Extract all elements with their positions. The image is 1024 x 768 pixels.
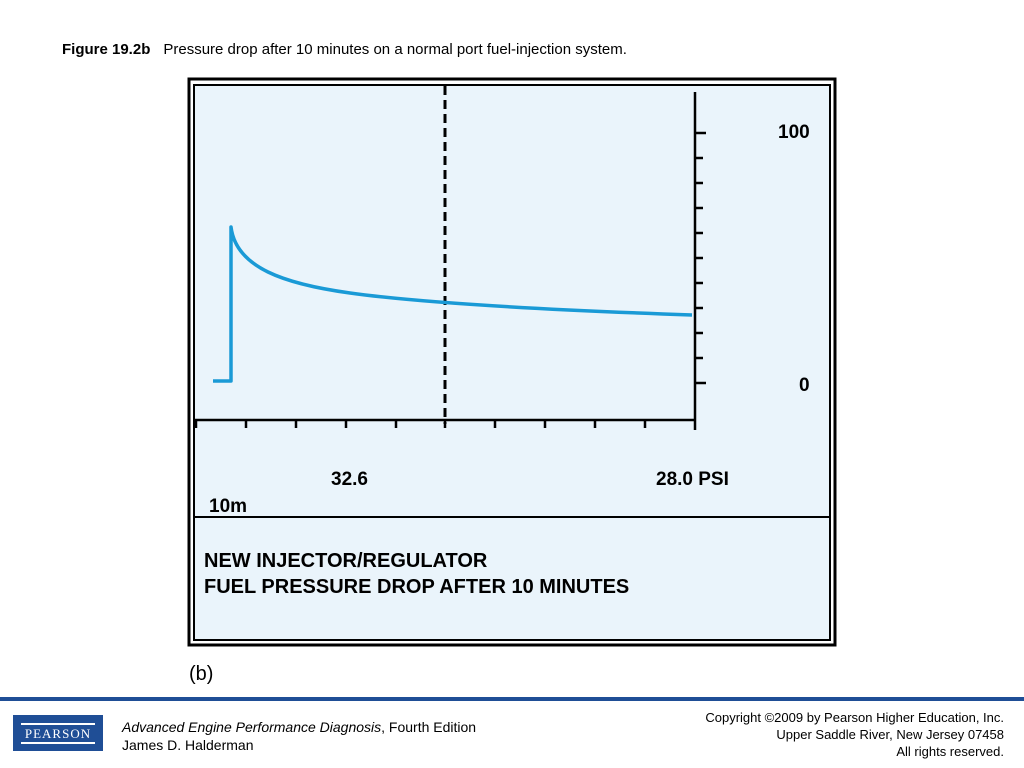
pressure-trace — [213, 225, 693, 383]
book-author: James D. Halderman — [122, 737, 254, 753]
panel-label: (b) — [189, 663, 214, 685]
copyright-notice: Copyright ©2009 by Pearson Higher Educat… — [705, 709, 1004, 760]
copyright-line-1: Copyright ©2009 by Pearson Higher Educat… — [705, 710, 1004, 725]
copyright-line-2: Upper Saddle River, New Jersey 07458 — [776, 727, 1004, 742]
book-title: Advanced Engine Performance Diagnosis — [122, 719, 382, 735]
pressure-scale-ticks — [695, 131, 706, 385]
final-reading: 28.0 PSI — [656, 469, 729, 490]
figure-caption: Figure 19.2b Pressure drop after 10 minut… — [62, 41, 627, 58]
pearson-logo: PEARSON — [13, 715, 103, 751]
book-edition: , Fourth Edition — [381, 719, 477, 735]
banner-title: NEW INJECTOR/REGULATOR — [204, 550, 488, 572]
figure-label: Figure 19.2b — [62, 41, 151, 58]
copyright-line-3: All rights reserved. — [896, 744, 1004, 759]
book-info: Advanced Engine Performance Diagnosis, F… — [122, 718, 476, 754]
footer-rule — [0, 697, 1024, 701]
cursor-reading: 32.6 — [331, 469, 368, 490]
book-title-line: Advanced Engine Performance Diagnosis, F… — [122, 718, 476, 736]
scope-screen-background — [193, 84, 831, 641]
banner-subtitle: FUEL PRESSURE DROP AFTER 10 MINUTES — [204, 576, 630, 598]
pearson-logo-text: PEARSON — [20, 722, 96, 744]
scale-bottom-label: 0 — [799, 375, 810, 396]
figure-caption-text: Pressure drop after 10 minutes on a norm… — [163, 41, 627, 58]
time-axis-ticks — [194, 420, 647, 428]
scale-top-label: 100 — [778, 122, 810, 143]
time-base-label: 10m — [209, 496, 248, 517]
